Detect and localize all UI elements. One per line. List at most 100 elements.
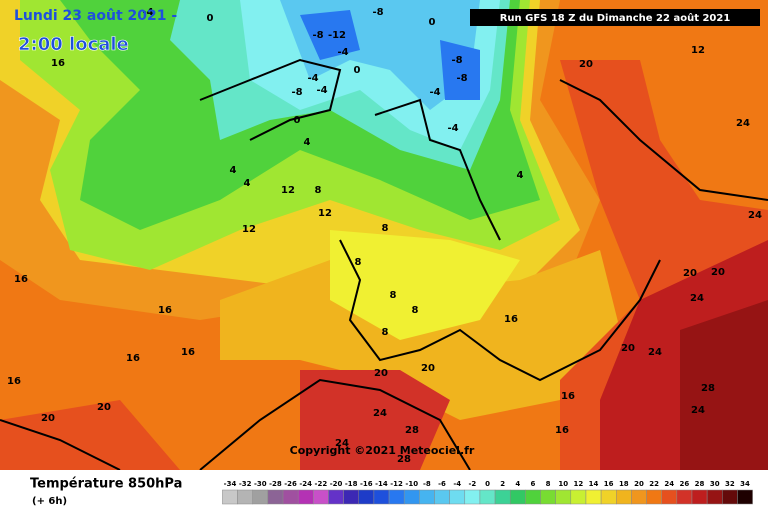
scale-swatch	[373, 489, 390, 505]
scale-swatch	[434, 489, 450, 505]
scale-label: 24	[664, 480, 674, 488]
scale-swatch	[479, 489, 496, 505]
contour-label: -8	[451, 55, 462, 66]
scale-label: -22	[315, 480, 328, 488]
scale-label: -30	[254, 480, 267, 488]
contour-labels: 000-8-4-12-8-4-8-8-4-4-8-4-4004444812121…	[7, 7, 762, 465]
scale-swatch	[691, 489, 708, 505]
contour-label: 16	[504, 314, 518, 325]
contour-label: -8	[456, 73, 467, 84]
contour-label: 28	[701, 383, 715, 394]
contour-label: -4	[316, 85, 327, 96]
scale-swatch	[646, 489, 662, 505]
scale-swatch	[237, 489, 253, 505]
contour-label: -8	[291, 87, 302, 98]
contour-label: 0	[294, 115, 301, 126]
scale-swatch	[449, 489, 466, 505]
scale-label: -24	[299, 480, 312, 488]
scale-label: -32	[239, 480, 252, 488]
scale-swatch	[540, 489, 556, 505]
scale-swatch	[616, 489, 632, 505]
scale-label: 14	[589, 480, 599, 488]
contour-label: -4	[337, 47, 348, 58]
contour-label: 12	[242, 224, 256, 235]
scale-label: 16	[604, 480, 614, 488]
scale-swatch	[358, 489, 375, 505]
run-info: Run GFS 18 Z du Dimanche 22 août 2021	[500, 12, 731, 24]
run-banner	[470, 9, 760, 26]
contour-label: 8	[382, 327, 389, 338]
contour-label: 28	[405, 425, 419, 436]
scale-swatch	[585, 489, 602, 505]
scale-swatch	[388, 489, 405, 505]
contour-label: 24	[691, 405, 705, 416]
contour-label: 8	[355, 257, 362, 268]
contour-label: 24	[736, 118, 750, 129]
scale-label: -16	[360, 480, 373, 488]
scale-label: 4	[515, 480, 520, 488]
scale-label: 34	[740, 480, 750, 488]
contour-label: 24	[690, 293, 704, 304]
scale-swatch	[737, 489, 753, 505]
contour-label: 16	[126, 353, 140, 364]
scale-label: 6	[531, 480, 536, 488]
scale-label: 32	[725, 480, 735, 488]
contour-label: 16	[181, 347, 195, 358]
contour-label: 20	[711, 267, 725, 278]
scale-swatch	[631, 489, 647, 505]
scale-swatch	[403, 489, 420, 505]
contour-label: 20	[421, 363, 435, 374]
contour-label: 4	[304, 137, 311, 148]
scale-label: 10	[558, 480, 568, 488]
contour-label: -4	[447, 123, 458, 134]
contour-label: 0	[429, 17, 436, 28]
contour-label: 8	[315, 185, 322, 196]
scale-label: 20	[634, 480, 644, 488]
contour-label: 8	[390, 290, 397, 301]
scale-label: 28	[695, 480, 705, 488]
contour-label: 16	[555, 425, 569, 436]
coastlines	[0, 58, 768, 471]
scale-swatch	[328, 489, 344, 505]
contour-label: 16	[51, 58, 65, 69]
scale-swatch	[600, 489, 617, 505]
scale-label: -18	[345, 480, 358, 488]
scale-swatch	[282, 489, 299, 505]
contour-label: 20	[621, 343, 635, 354]
scale-label: 2	[500, 480, 505, 488]
contour-label: 4	[230, 165, 237, 176]
contour-label: 16	[158, 305, 172, 316]
contour-label: -8	[312, 30, 323, 41]
contour-label: 20	[97, 402, 111, 413]
contour-label: 12	[281, 185, 295, 196]
scale-swatch	[555, 489, 572, 505]
contour-label: 24	[373, 408, 387, 419]
contour-label: 16	[7, 376, 21, 387]
scale-label: 0	[485, 480, 490, 488]
contour-label: 20	[579, 59, 593, 70]
scale-swatch	[343, 489, 359, 505]
contour-label: 4	[244, 178, 251, 189]
contour-label: 24	[335, 438, 349, 449]
copyright: Copyright ©2021 Meteociel.fr	[290, 444, 475, 457]
scale-label: 30	[710, 480, 720, 488]
contour-label: 12	[691, 45, 705, 56]
contour-label: 16	[561, 391, 575, 402]
date-line: Lundi 23 août 2021 -	[14, 8, 177, 24]
contour-label: 16	[14, 274, 28, 285]
scale-swatch	[252, 489, 269, 505]
scale-label: -4	[453, 480, 461, 488]
scale-swatch	[464, 489, 481, 505]
scale-swatch	[570, 489, 587, 505]
contour-label: 0	[207, 13, 214, 24]
scale-swatch	[313, 489, 329, 505]
contour-label: -4	[429, 87, 440, 98]
scale-swatch	[676, 489, 693, 505]
scale-label: 12	[574, 480, 584, 488]
scale-label: -2	[468, 480, 476, 488]
temperature-fields	[0, 0, 768, 470]
lead-time: (+ 6h)	[32, 496, 67, 507]
contour-label: -8	[372, 7, 383, 18]
